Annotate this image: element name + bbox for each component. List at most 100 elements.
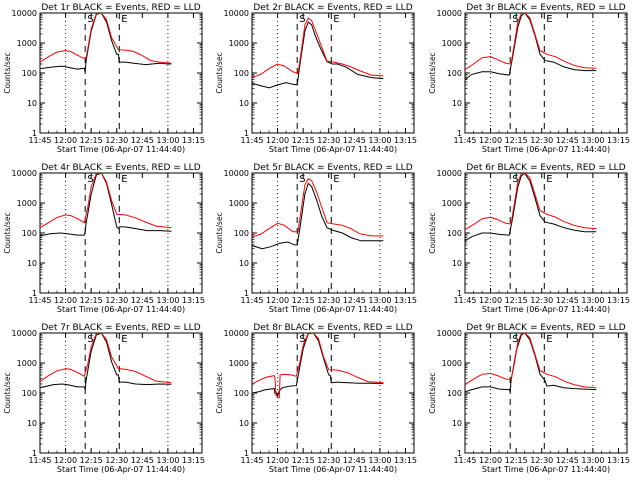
x-tick-label: 13:00 <box>156 456 179 465</box>
y-tick-label: 10 <box>27 99 37 108</box>
plot-panel-det-3r: Det 3r BLACK = Events, RED = LLD 1 10 100 10… <box>428 3 630 154</box>
x-tick-label: 13:15 <box>182 136 205 145</box>
x-tick-label: 12:00 <box>54 136 77 145</box>
y-tick-label: 1 <box>244 449 249 458</box>
panel-title: Det 2r BLACK = Events, RED = LLD <box>253 3 412 13</box>
x-axis-label: Start Time (06-Apr-07 11:44:40) <box>57 145 185 154</box>
plot-panel-det-8r: Det 8r BLACK = Events, RED = LLD 1 10 100 10… <box>215 323 417 474</box>
x-tick-label: 11:45 <box>240 136 263 145</box>
y-tick-label: 10000 <box>12 9 37 18</box>
x-tick-label: 12:30 <box>317 456 340 465</box>
start-marker: S <box>512 14 518 25</box>
x-tick-label: 12:30 <box>530 136 553 145</box>
y-tick-label: 100 <box>234 389 249 398</box>
start-marker: S <box>87 334 93 345</box>
x-axis-label: Start Time (06-Apr-07 11:44:40) <box>482 465 610 474</box>
panel-title: Det 4r BLACK = Events, RED = LLD <box>41 163 200 173</box>
x-tick-label: 12:30 <box>105 136 128 145</box>
x-axis-label: Start Time (06-Apr-07 11:44:40) <box>482 305 610 314</box>
x-tick-label: 13:00 <box>368 456 391 465</box>
end-marker: E <box>121 334 127 345</box>
plot-panel-det-1r: Det 1r BLACK = Events, RED = LLD 1 10 100 10… <box>3 3 205 154</box>
panel-title: Det 9r BLACK = Events, RED = LLD <box>466 323 625 333</box>
x-tick-label: 12:00 <box>266 136 289 145</box>
end-marker: E <box>121 174 127 185</box>
series-line-events <box>465 13 597 81</box>
series-line-lld <box>40 173 172 229</box>
series-line-lld <box>252 333 384 399</box>
plot-frame <box>251 172 415 294</box>
end-marker: E <box>121 14 127 25</box>
y-axis-label: Counts/sec <box>215 52 224 93</box>
series-line-events <box>40 173 172 237</box>
x-axis-label: Start Time (06-Apr-07 11:44:40) <box>269 145 397 154</box>
panel-title: Det 6r BLACK = Events, RED = LLD <box>466 163 625 173</box>
y-tick-label: 1000 <box>229 359 249 368</box>
x-tick-label: 12:15 <box>292 456 315 465</box>
start-marker: S <box>299 174 305 185</box>
series-line-lld <box>40 333 172 384</box>
x-tick-label: 11:45 <box>453 296 476 305</box>
y-tick-label: 1 <box>32 129 37 138</box>
series-line-lld <box>252 17 384 79</box>
y-tick-label: 1 <box>244 289 249 298</box>
x-tick-label: 12:00 <box>479 136 502 145</box>
y-axis-label: Counts/sec <box>215 372 224 413</box>
y-axis-label: Counts/sec <box>3 372 12 413</box>
series-line-events <box>252 21 384 89</box>
x-tick-label: 11:45 <box>28 456 51 465</box>
x-tick-label: 13:15 <box>182 296 205 305</box>
y-tick-label: 1000 <box>17 359 37 368</box>
y-tick-label: 10000 <box>224 169 249 178</box>
y-tick-label: 1 <box>457 449 462 458</box>
x-tick-label: 12:45 <box>556 296 579 305</box>
x-tick-label: 13:15 <box>394 296 417 305</box>
y-tick-label: 100 <box>22 389 37 398</box>
x-axis-label: Start Time (06-Apr-07 11:44:40) <box>269 305 397 314</box>
start-marker: S <box>299 334 305 345</box>
plot-frame <box>464 332 628 454</box>
y-axis-label: Counts/sec <box>3 212 12 253</box>
x-tick-label: 12:30 <box>105 296 128 305</box>
y-tick-label: 1 <box>244 129 249 138</box>
series-line-lld <box>465 173 597 231</box>
x-axis-label: Start Time (06-Apr-07 11:44:40) <box>482 145 610 154</box>
x-tick-label: 12:15 <box>505 136 528 145</box>
x-tick-label: 12:00 <box>54 456 77 465</box>
y-tick-label: 10 <box>239 419 249 428</box>
plot-frame <box>251 12 415 134</box>
x-tick-label: 12:15 <box>292 296 315 305</box>
x-tick-label: 12:15 <box>80 296 103 305</box>
x-tick-label: 13:00 <box>156 136 179 145</box>
x-tick-label: 12:30 <box>317 296 340 305</box>
start-marker: S <box>87 174 93 185</box>
x-tick-label: 13:00 <box>368 296 391 305</box>
y-tick-label: 1000 <box>442 39 462 48</box>
y-tick-label: 1000 <box>229 199 249 208</box>
y-tick-label: 1 <box>32 449 37 458</box>
x-tick-label: 12:15 <box>505 456 528 465</box>
panel-title: Det 5r BLACK = Events, RED = LLD <box>253 163 412 173</box>
plot-panel-det-2r: Det 2r BLACK = Events, RED = LLD 1 10 100 10… <box>215 3 417 154</box>
y-tick-label: 10 <box>27 419 37 428</box>
y-tick-label: 10 <box>27 259 37 268</box>
x-tick-label: 12:45 <box>131 456 154 465</box>
x-tick-label: 12:45 <box>556 136 579 145</box>
y-tick-label: 10000 <box>437 329 462 338</box>
x-axis-label: Start Time (06-Apr-07 11:44:40) <box>269 465 397 474</box>
x-tick-label: 12:30 <box>530 296 553 305</box>
panel-title: Det 3r BLACK = Events, RED = LLD <box>466 3 625 13</box>
end-marker: E <box>333 14 339 25</box>
y-tick-label: 1000 <box>442 359 462 368</box>
y-tick-label: 1 <box>32 289 37 298</box>
plot-frame <box>39 12 203 134</box>
plot-panel-det-6r: Det 6r BLACK = Events, RED = LLD 1 10 100 10… <box>428 163 630 314</box>
series-line-lld <box>465 13 597 71</box>
series-line-events <box>40 13 172 72</box>
y-axis-label: Counts/sec <box>428 52 437 93</box>
x-tick-label: 12:30 <box>317 136 340 145</box>
y-axis-label: Counts/sec <box>3 52 12 93</box>
y-tick-label: 10000 <box>224 9 249 18</box>
end-marker: E <box>546 14 552 25</box>
x-tick-label: 13:00 <box>156 296 179 305</box>
